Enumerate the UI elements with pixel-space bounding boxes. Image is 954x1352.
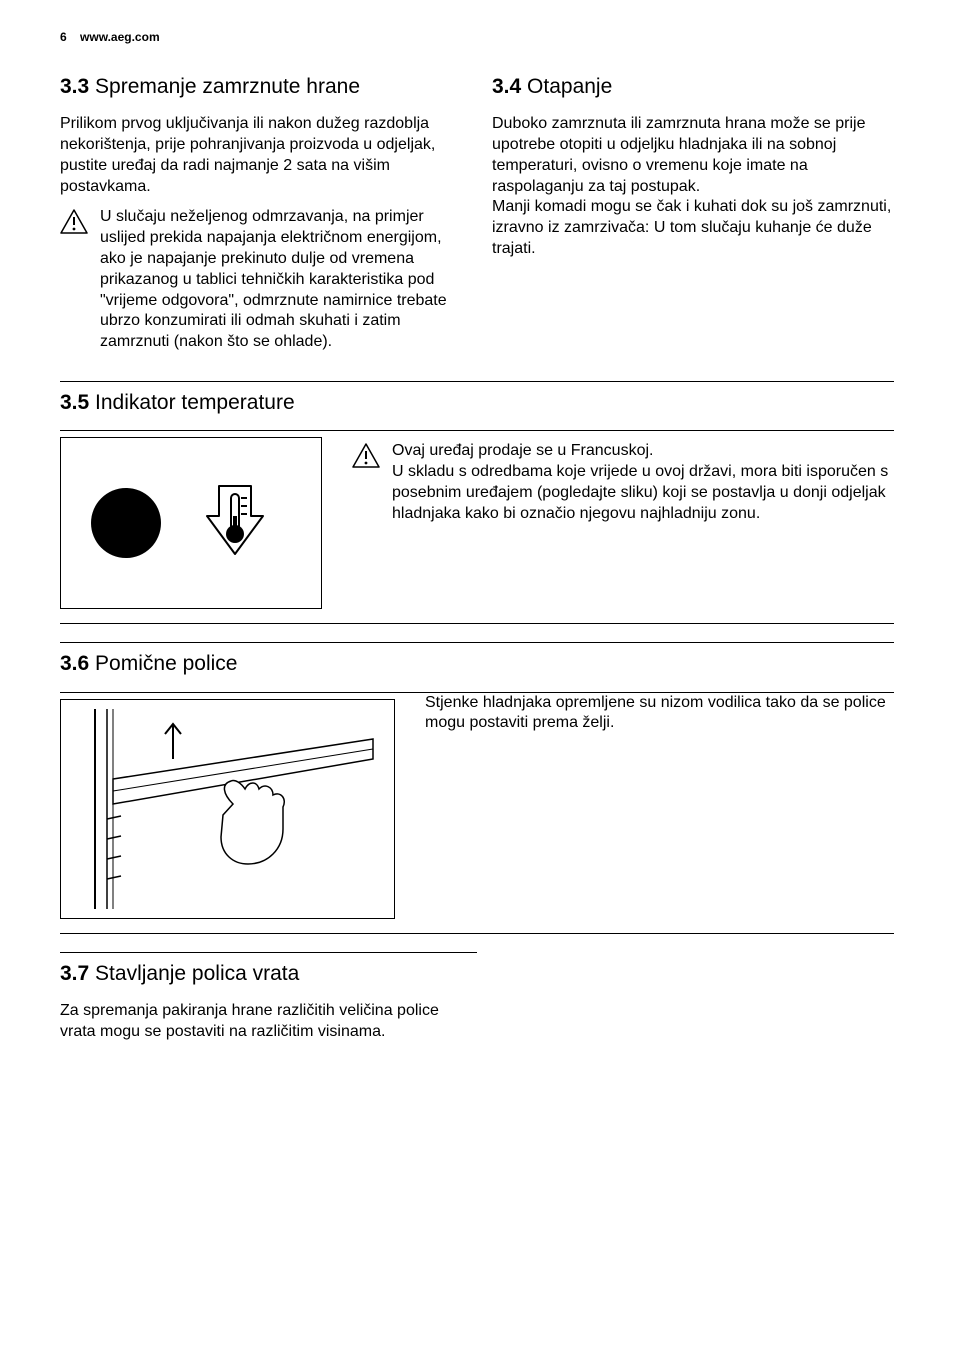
black-dot-icon [91,488,161,558]
title-3-6: Pomične police [95,652,237,675]
body-3-7: Za spremanja pakiranja hrane različitih … [60,1001,477,1043]
section-3-6: 3.6 Pomične police [60,642,894,933]
page-header: 6 www.aeg.com [60,30,894,44]
title-3-3: Spremanje zamrznute hrane [95,75,360,98]
thermometer-arrow-icon [201,476,291,571]
body-3-6: Stjenke hladnjaka opremljene su nizom vo… [425,693,894,735]
secnum-3-3: 3.3 [60,75,89,98]
figure-row-3-6: Stjenke hladnjaka opremljene su nizom vo… [60,693,894,934]
warning-icon [352,443,380,473]
row-33-34: 3.3 Spremanje zamrznute hrane Prilikom p… [60,74,894,363]
heading-3-4: 3.4 Otapanje [492,74,894,100]
section-3-7: 3.7 Stavljanje polica vrata Za spremanja… [60,952,477,1043]
secnum-3-4: 3.4 [492,75,521,98]
page-number: 6 [60,30,67,44]
title-3-5: Indikator temperature [95,391,295,414]
section-3-5: 3.5 Indikator temperature [60,381,894,624]
body-3-4: Duboko zamrznuta ili zamrznuta hrana mož… [492,114,894,260]
shelf-hand-figure [60,699,395,919]
heading-3-5: 3.5 Indikator temperature [60,381,894,416]
note-3-5: Ovaj uređaj prodaje se u Francuskoj. U s… [352,441,894,524]
note-3-3: U slučaju neželjenog odmrzavanja, na pri… [60,207,462,353]
body-3-3: Prilikom prvog uključivanja ili nakon du… [60,114,462,197]
website-url: www.aeg.com [80,30,160,44]
secnum-3-6: 3.6 [60,652,89,675]
warning-icon [60,209,88,239]
section-3-4: 3.4 Otapanje Duboko zamrznuta ili zamrzn… [492,74,894,363]
heading-3-6: 3.6 Pomične police [60,642,894,677]
note-text-3-3: U slučaju neželjenog odmrzavanja, na pri… [100,207,462,353]
heading-3-3: 3.3 Spremanje zamrznute hrane [60,74,462,100]
secnum-3-7: 3.7 [60,962,89,985]
title-3-4: Otapanje [527,75,612,98]
title-3-7: Stavljanje polica vrata [95,962,299,985]
section-3-3: 3.3 Spremanje zamrznute hrane Prilikom p… [60,74,462,363]
note-text-3-5: Ovaj uređaj prodaje se u Francuskoj. U s… [392,441,894,524]
figure-row-3-5: Ovaj uređaj prodaje se u Francuskoj. U s… [60,431,894,624]
secnum-3-5: 3.5 [60,391,89,414]
body-3-6-wrap: Stjenke hladnjaka opremljene su nizom vo… [425,693,894,745]
thermo-figure [60,437,322,609]
heading-3-7: 3.7 Stavljanje polica vrata [60,952,477,987]
